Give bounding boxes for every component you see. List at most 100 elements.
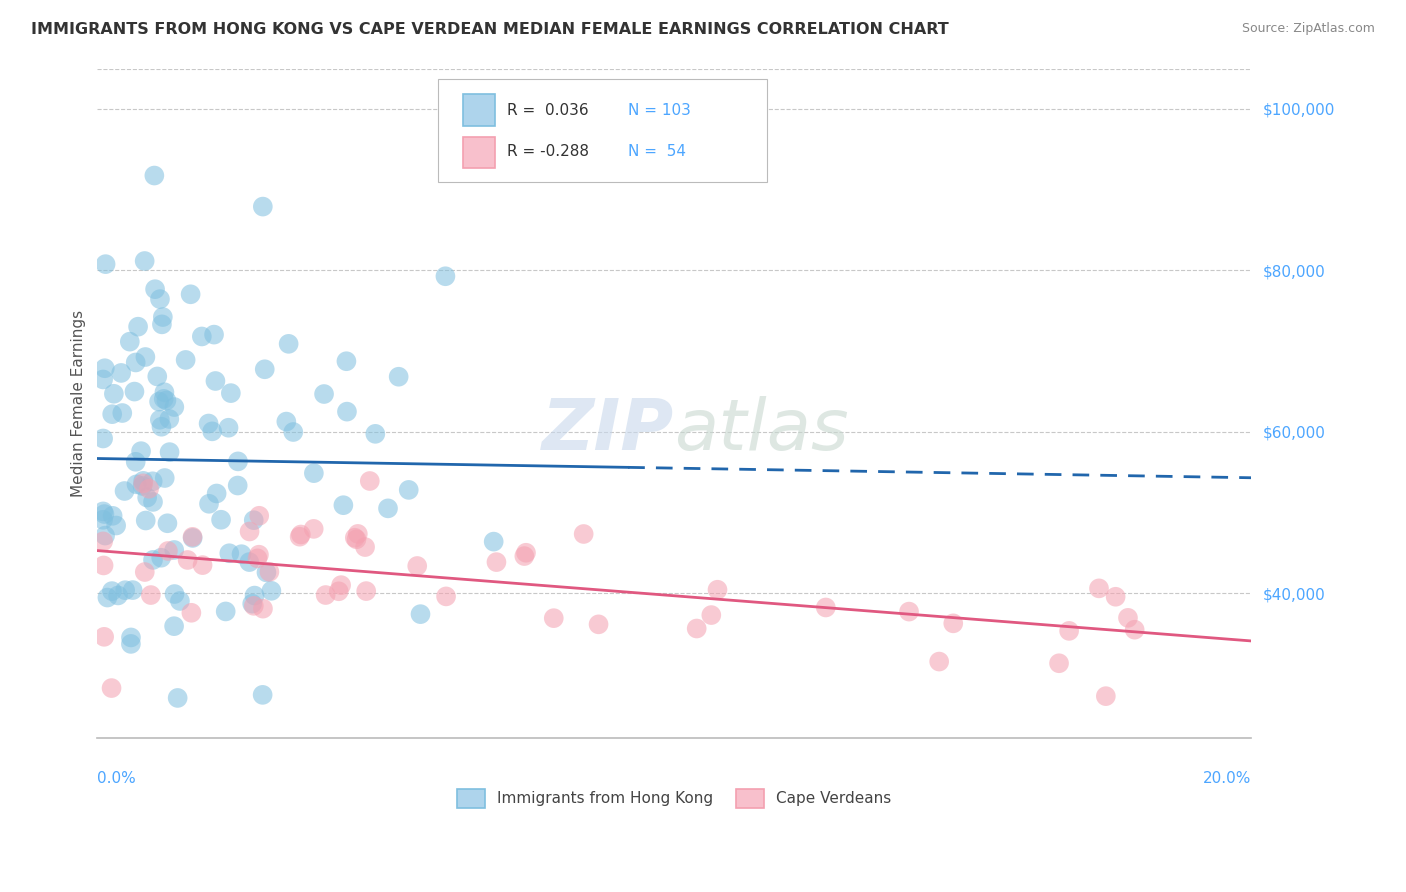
Y-axis label: Median Female Earnings: Median Female Earnings (72, 310, 86, 497)
Point (143, 169, 166, 183)
Point (91, 504, 114, 518)
Point (252, 601, 274, 615)
Point (219, 386, 242, 401)
Text: N = 103: N = 103 (628, 103, 690, 118)
Point (215, 604, 238, 618)
Point (166, 690, 188, 705)
Point (231, 547, 253, 561)
Text: N =  54: N = 54 (628, 145, 686, 159)
Point (163, 400, 186, 414)
Point (96, 591, 118, 605)
Point (302, 466, 325, 480)
Point (152, 310, 174, 324)
Point (315, 588, 337, 602)
Point (149, 413, 172, 427)
Point (91, 372, 114, 386)
Point (1057, 624, 1080, 638)
Point (354, 540, 377, 554)
Point (93, 558, 115, 573)
Point (134, 350, 156, 364)
Point (176, 553, 198, 567)
Point (243, 589, 266, 603)
Point (354, 584, 377, 599)
Point (150, 318, 173, 332)
Point (132, 476, 155, 491)
Point (513, 549, 536, 563)
Point (142, 553, 165, 567)
Point (138, 482, 160, 496)
Point (153, 385, 176, 400)
FancyBboxPatch shape (437, 78, 766, 182)
Point (700, 608, 723, 623)
Point (129, 444, 152, 458)
Point (238, 555, 260, 569)
Legend: Immigrants from Hong Kong, Cape Verdeans: Immigrants from Hong Kong, Cape Verdeans (451, 783, 897, 814)
Point (276, 415, 298, 429)
Point (163, 619, 186, 633)
Point (1104, 590, 1126, 604)
Text: 20.0%: 20.0% (1204, 771, 1251, 786)
Point (146, 369, 169, 384)
Point (134, 254, 156, 268)
Point (434, 590, 457, 604)
Point (226, 478, 249, 492)
Point (246, 551, 269, 566)
Point (928, 655, 950, 669)
Point (169, 594, 191, 608)
Point (156, 544, 179, 558)
Point (94, 528, 117, 542)
Point (143, 282, 166, 296)
Point (243, 599, 266, 613)
Point (406, 559, 429, 574)
Point (181, 531, 204, 545)
Text: Source: ZipAtlas.com: Source: ZipAtlas.com (1241, 22, 1375, 36)
Point (205, 486, 228, 500)
Point (153, 471, 176, 485)
Point (191, 558, 214, 573)
Point (256, 566, 278, 580)
Point (302, 522, 325, 536)
Point (163, 587, 186, 601)
Point (202, 327, 225, 342)
Point (409, 607, 432, 622)
Point (283, 425, 305, 439)
Text: 0.0%: 0.0% (97, 771, 136, 786)
Point (336, 404, 359, 418)
Point (125, 477, 148, 491)
Point (288, 530, 311, 544)
Point (142, 475, 165, 489)
Point (114, 483, 136, 498)
Point (1095, 689, 1118, 703)
Point (135, 514, 157, 528)
Point (218, 421, 240, 435)
Point (290, 527, 312, 541)
Point (277, 336, 299, 351)
Point (91, 534, 114, 549)
Point (156, 516, 179, 531)
Point (346, 533, 368, 547)
Point (482, 534, 505, 549)
Point (94, 257, 117, 271)
Point (111, 406, 134, 420)
Point (101, 407, 124, 421)
Point (180, 606, 202, 620)
Point (155, 393, 177, 408)
Point (152, 392, 174, 406)
Point (204, 374, 226, 388)
Point (515, 546, 537, 560)
Point (226, 454, 249, 468)
Point (180, 287, 202, 301)
Point (364, 426, 387, 441)
Point (101, 584, 124, 599)
Point (93, 507, 115, 521)
Point (1116, 611, 1139, 625)
Point (93, 630, 115, 644)
Point (100, 681, 122, 695)
Point (359, 474, 381, 488)
Point (942, 616, 965, 631)
Point (105, 518, 128, 533)
Bar (463, 95, 495, 126)
Point (136, 491, 159, 505)
Point (218, 546, 240, 560)
Point (343, 531, 366, 545)
